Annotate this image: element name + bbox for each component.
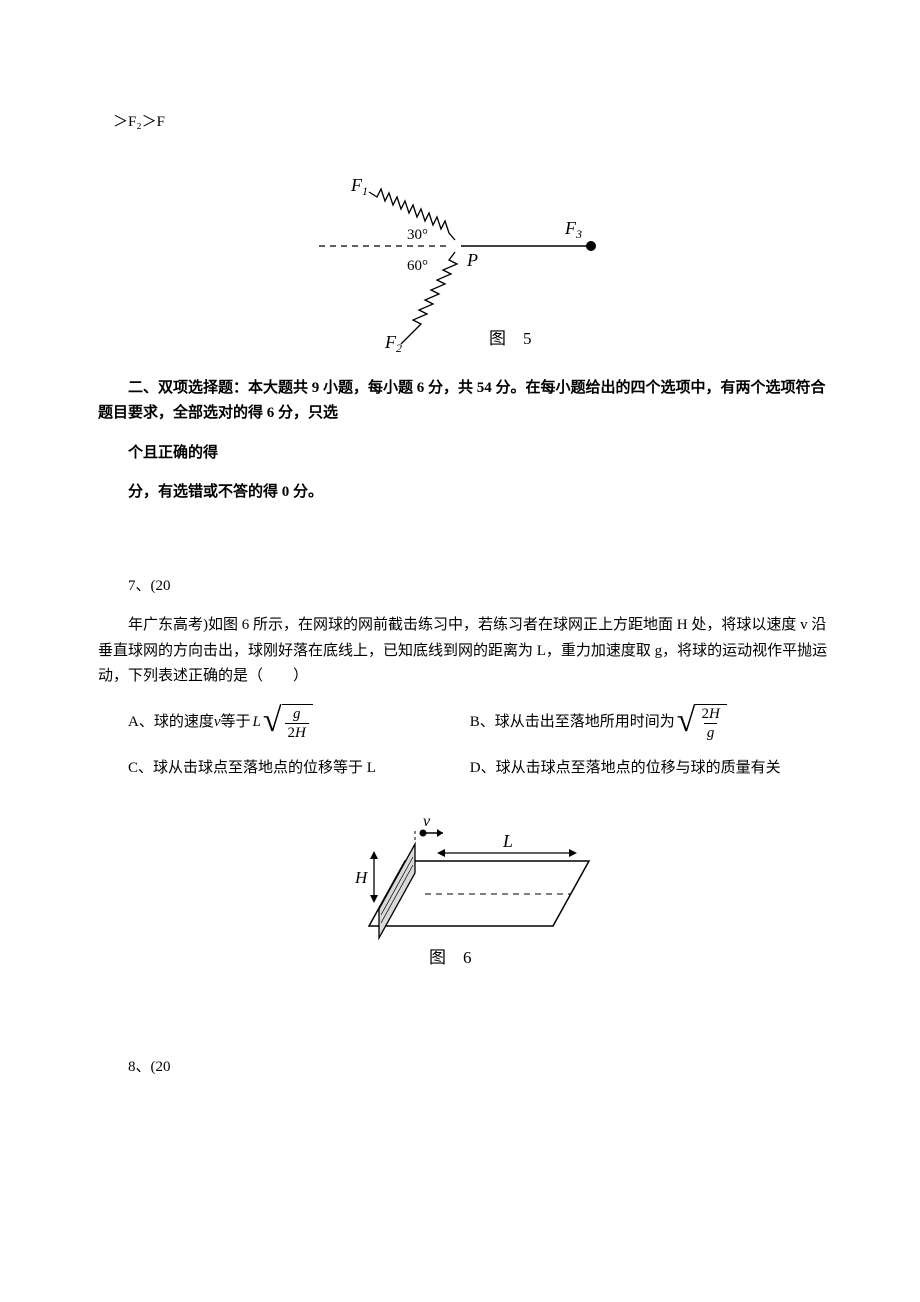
label-F3: F3	[564, 218, 582, 241]
fig6-L: L	[502, 831, 513, 851]
q8-number: 8、(20	[98, 1055, 840, 1081]
label-F2: F2	[384, 332, 402, 355]
inequality-line: ＞F₂＞F	[98, 110, 840, 136]
q7-body: 年广东高考)如图 6 所示，在网球的网前截击练习中，若练习者在球网正上方距地面 …	[98, 613, 840, 690]
label-P: P	[466, 250, 478, 270]
q7-number: 7、(20	[98, 574, 840, 600]
label-30: 30°	[407, 227, 428, 243]
figure-6: v H L 图 6	[98, 811, 840, 981]
label-60: 60°	[407, 258, 428, 274]
section2-line2: 个且正确的得	[98, 441, 840, 467]
q7-option-C: C、球从击球点至落地点的位移等于 L	[128, 756, 470, 782]
q7-option-B: B、球从击出至落地所用时间为 √ 2H g	[470, 704, 840, 742]
fig6-caption: 图 6	[429, 948, 472, 967]
label-F1: F1	[350, 175, 368, 198]
fig5-caption: 图 5	[489, 329, 532, 348]
fig6-v: v	[423, 813, 431, 830]
q7-options: A、球的速度 v 等于 L √ g 2H B、球从击出至落地所用时间为 √	[128, 704, 840, 782]
section2-heading: 二、双项选择题：本大题共 9 小题，每小题 6 分，共 54 分。在每小题给出的…	[98, 376, 840, 427]
section2-line3: 分，有选错或不答的得 0 分。	[98, 480, 840, 506]
q7-option-A: A、球的速度 v 等于 L √ g 2H	[128, 704, 470, 742]
fig6-H: H	[354, 868, 369, 887]
figure-5: F1 F2 F3 30° 60° P 图 5	[98, 166, 840, 356]
q7-option-D: D、球从击球点至落地点的位移与球的质量有关	[470, 756, 840, 782]
